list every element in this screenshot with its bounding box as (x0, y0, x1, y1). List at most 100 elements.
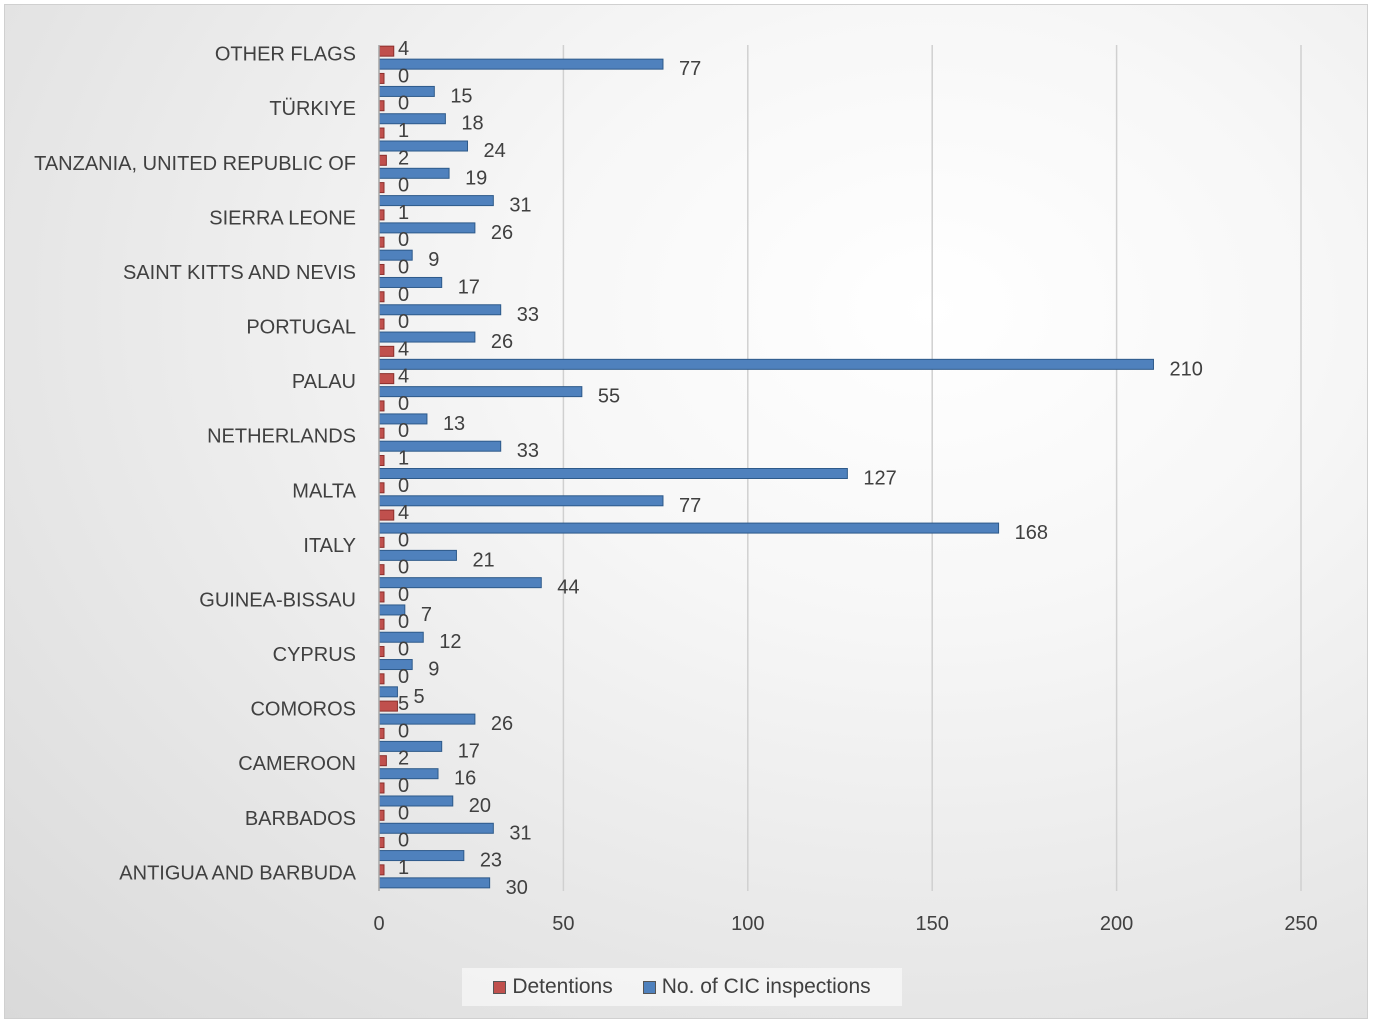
category-label: ITALY (303, 535, 356, 557)
chart-area (4, 4, 1368, 1019)
data-label-detentions: 0 (398, 529, 409, 551)
data-label-inspections: 15 (450, 85, 472, 107)
data-label-detentions: 0 (398, 557, 409, 579)
bar-inspections (378, 58, 664, 70)
data-label-detentions: 0 (398, 175, 409, 197)
bar-inspections (378, 822, 494, 834)
data-label-inspections: 33 (517, 304, 539, 326)
labels: ANTIGUA AND BARBUDA BARBADOS CAMEROON COMOR… (34, 38, 1203, 899)
data-label-inspections: 17 (458, 276, 480, 298)
x-tick-label: 100 (731, 913, 764, 935)
data-label-detentions: 0 (398, 639, 409, 661)
bar-inspections (378, 276, 443, 288)
axis: 0 50 100 150 200 250 (373, 45, 1318, 935)
data-label-detentions: 0 (398, 256, 409, 278)
bars (378, 45, 1154, 889)
data-label-inspections: 210 (1169, 358, 1202, 380)
category-label: GUINEA-BISSAU (199, 589, 356, 611)
data-label-inspections: 33 (517, 440, 539, 462)
data-label-detentions: 0 (398, 775, 409, 797)
data-label-detentions: 4 (398, 38, 409, 60)
legend: Detentions No. of CIC inspections (462, 968, 902, 1006)
category-label: OTHER FLAGS (215, 44, 356, 66)
x-tick-label: 200 (1100, 913, 1133, 935)
data-label-inspections: 77 (679, 495, 701, 517)
bar-inspections (378, 850, 465, 862)
bar-inspections (378, 140, 469, 152)
bar-inspections (378, 331, 476, 343)
bar-detentions (378, 345, 395, 357)
data-label-inspections: 9 (428, 659, 439, 681)
category-label: PALAU (292, 371, 356, 393)
bar-detentions (378, 45, 395, 57)
bar-inspections (378, 549, 457, 561)
data-label-inspections: 26 (491, 222, 513, 244)
data-label-inspections: 77 (679, 58, 701, 80)
data-label-inspections: 16 (454, 768, 476, 790)
data-label-inspections: 26 (491, 713, 513, 735)
bar-inspections (378, 386, 583, 398)
bar-inspections (378, 713, 476, 725)
data-label-inspections: 9 (428, 249, 439, 271)
data-label-inspections: 13 (443, 413, 465, 435)
category-label: SAINT KITTS AND NEVIS (123, 262, 356, 284)
bar-inspections (378, 468, 848, 479)
category-label: MALTA (292, 480, 356, 502)
data-label-inspections: 31 (509, 822, 531, 844)
data-label-detentions: 0 (398, 284, 409, 306)
legend-item-inspections: No. of CIC inspections (642, 975, 871, 999)
bar-detentions (378, 509, 395, 521)
data-label-inspections: 19 (465, 167, 487, 189)
data-label-detentions: 2 (398, 748, 409, 770)
data-label-detentions: 5 (398, 693, 409, 715)
data-label-inspections: 127 (863, 468, 896, 490)
category-label: SIERRA LEONE (209, 207, 356, 229)
bar-inspections (378, 195, 494, 207)
category-label: COMOROS (250, 699, 356, 721)
data-label-inspections: 5 (413, 686, 424, 708)
legend-swatch-detentions (493, 980, 507, 994)
data-label-inspections: 26 (491, 331, 513, 353)
data-label-detentions: 0 (398, 420, 409, 442)
category-label: PORTUGAL (246, 317, 356, 339)
x-tick-label: 250 (1284, 913, 1317, 935)
data-label-detentions: 1 (398, 857, 409, 879)
data-label-inspections: 12 (439, 631, 461, 653)
category-label: TÜRKIYE (269, 98, 356, 120)
bar-detentions (378, 373, 395, 385)
bar-detentions (378, 154, 387, 166)
data-label-detentions: 1 (398, 202, 409, 224)
bar-inspections (378, 795, 454, 807)
data-label-detentions: 0 (398, 666, 409, 688)
data-label-detentions: 0 (398, 584, 409, 606)
bar-inspections (378, 740, 443, 752)
data-label-inspections: 31 (509, 195, 531, 217)
data-label-inspections: 44 (557, 577, 579, 599)
data-label-detentions: 0 (398, 830, 409, 852)
category-label: NETHERLANDS (207, 426, 356, 448)
data-label-detentions: 0 (398, 65, 409, 87)
bar-inspections (378, 877, 491, 889)
data-label-detentions: 0 (398, 475, 409, 497)
x-tick-label: 150 (916, 913, 949, 935)
legend-label-detentions: Detentions (512, 975, 613, 998)
category-label: ANTIGUA AND BARBUDA (119, 862, 356, 884)
legend-label-inspections: No. of CIC inspections (661, 975, 871, 998)
bar-inspections (378, 167, 450, 179)
bar-inspections (378, 358, 1154, 370)
category-label: CYPRUS (273, 644, 356, 666)
data-label-detentions: 4 (398, 502, 409, 524)
data-label-detentions: 0 (398, 229, 409, 251)
bar-detentions (378, 755, 387, 767)
legend-swatch-inspections (642, 980, 656, 994)
data-label-detentions: 1 (398, 120, 409, 142)
data-label-detentions: 4 (398, 366, 409, 388)
data-label-detentions: 0 (398, 311, 409, 333)
data-label-inspections: 30 (506, 877, 528, 899)
data-label-inspections: 21 (472, 549, 494, 571)
data-label-inspections: 17 (458, 740, 480, 762)
data-label-detentions: 4 (398, 338, 409, 360)
category-label: CAMEROON (238, 753, 356, 775)
bar-inspections (378, 113, 446, 125)
